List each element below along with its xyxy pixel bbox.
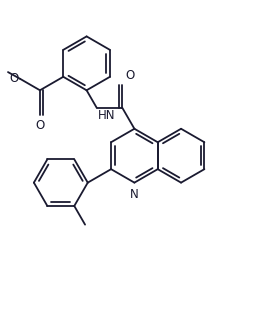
- Text: O: O: [125, 69, 134, 82]
- Text: HN: HN: [98, 109, 116, 122]
- Text: N: N: [130, 188, 139, 201]
- Text: O: O: [35, 119, 44, 132]
- Text: O: O: [9, 72, 19, 85]
